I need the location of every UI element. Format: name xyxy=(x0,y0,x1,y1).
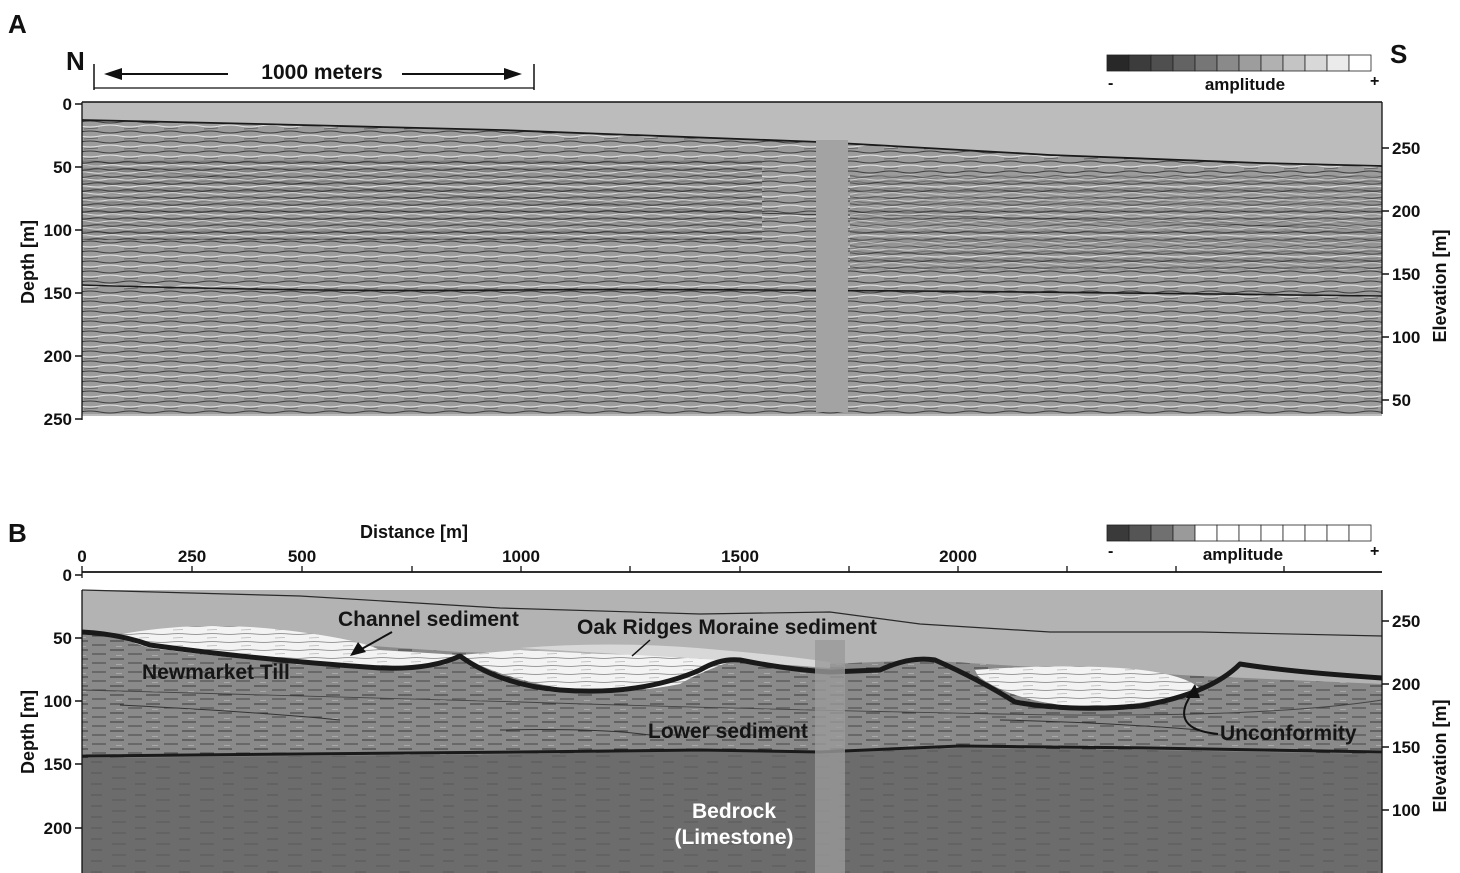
legend-swatch xyxy=(1326,524,1350,542)
annotations: Channel sediment Oak Ridges Moraine sedi… xyxy=(142,608,1357,849)
elevation-tick: 100 xyxy=(1392,328,1420,347)
elevation-tick: 150 xyxy=(1392,265,1420,284)
elevation-tick: 250 xyxy=(1392,139,1420,158)
amplitude-legend-b: - + amplitude xyxy=(1106,524,1379,564)
distance-tick: 2000 xyxy=(939,547,977,566)
amplitude-legend-a: - + amplitude xyxy=(1106,54,1379,94)
depth-tick: 150 xyxy=(44,755,72,774)
depth-axis-a: 0 50 100 150 200 250 Depth [m] xyxy=(18,95,82,429)
legend-minus: - xyxy=(1108,75,1113,92)
elevation-axis-label: Elevation [m] xyxy=(1430,699,1450,812)
legend-swatch xyxy=(1150,54,1174,72)
legend-swatch xyxy=(1172,54,1196,72)
legend-swatch xyxy=(1304,54,1328,72)
legend-swatch xyxy=(1194,524,1218,542)
legend-swatch xyxy=(1150,524,1174,542)
unconformity-label: Unconformity xyxy=(1220,722,1357,745)
distance-tick: 500 xyxy=(288,547,316,566)
elevation-tick: 200 xyxy=(1392,202,1420,221)
distance-axis: 0 250 500 1000 1500 2000 xyxy=(77,547,1382,578)
legend-swatch xyxy=(1128,524,1152,542)
panel-a: A N S 1000 meters - + amplitude xyxy=(8,9,1450,429)
scale-bar-label: 1000 meters xyxy=(261,61,382,84)
elevation-tick: 200 xyxy=(1392,675,1420,694)
elevation-axis-b: 250 200 150 100 Elevation [m] xyxy=(1382,612,1450,820)
seismic-section-a xyxy=(81,101,1383,420)
legend-swatch xyxy=(1348,524,1372,542)
elevation-tick: 250 xyxy=(1392,612,1420,631)
distance-tick: 1000 xyxy=(502,547,540,566)
lower-sediment-label: Lower sediment xyxy=(648,720,808,743)
north-label: N xyxy=(66,46,85,76)
elevation-axis-label: Elevation [m] xyxy=(1430,229,1450,342)
legend-swatch xyxy=(1172,524,1196,542)
legend-swatch xyxy=(1128,54,1152,72)
legend-swatch xyxy=(1260,54,1284,72)
legend-swatch xyxy=(1260,524,1284,542)
depth-tick: 0 xyxy=(63,95,72,114)
depth-tick: 200 xyxy=(44,819,72,838)
depth-axis-label: Depth [m] xyxy=(18,220,38,304)
depth-tick: 0 xyxy=(63,566,72,585)
panel-b-letter: B xyxy=(8,518,27,548)
depth-tick: 250 xyxy=(44,410,72,429)
limestone-label: (Limestone) xyxy=(674,826,793,849)
distance-tick: 1500 xyxy=(721,547,759,566)
legend-label: amplitude xyxy=(1205,75,1285,94)
arrow-icon xyxy=(350,642,366,656)
legend-swatch xyxy=(1282,524,1306,542)
legend-plus: + xyxy=(1370,73,1379,90)
elevation-tick: 100 xyxy=(1392,801,1420,820)
legend-swatch xyxy=(1106,524,1130,542)
depth-axis-b: 0 50 100 150 200 Depth [m] xyxy=(18,566,82,838)
legend-swatch xyxy=(1216,524,1240,542)
legend-minus: - xyxy=(1108,543,1113,560)
depth-tick: 100 xyxy=(44,692,72,711)
panel-b: B Distance [m] 0 250 500 1000 xyxy=(8,518,1450,873)
moraine-sediment-label: Oak Ridges Moraine sediment xyxy=(577,616,877,639)
bedrock-label: Bedrock xyxy=(692,800,776,823)
distance-tick: 0 xyxy=(77,547,86,566)
depth-tick: 150 xyxy=(44,284,72,303)
legend-swatch xyxy=(1326,54,1350,72)
legend-swatch xyxy=(1194,54,1218,72)
legend-swatch xyxy=(1282,54,1306,72)
legend-swatch xyxy=(1348,54,1372,72)
legend-swatch xyxy=(1216,54,1240,72)
elevation-axis-a: 250 200 150 100 50 Elevation [m] xyxy=(1382,139,1450,410)
legend-plus: + xyxy=(1370,543,1379,560)
depth-tick: 100 xyxy=(44,221,72,240)
newmarket-till-label: Newmarket Till xyxy=(142,661,290,684)
legend-swatch xyxy=(1238,54,1262,72)
distance-axis-label: Distance [m] xyxy=(360,522,468,542)
distance-tick: 250 xyxy=(178,547,206,566)
depth-tick: 50 xyxy=(53,629,72,648)
elevation-tick: 150 xyxy=(1392,738,1420,757)
depth-tick: 50 xyxy=(53,158,72,177)
depth-tick: 200 xyxy=(44,347,72,366)
scale-bar: 1000 meters xyxy=(93,61,535,90)
channel-sediment-label: Channel sediment xyxy=(338,608,519,631)
panel-a-letter: A xyxy=(8,9,27,39)
legend-swatch xyxy=(1238,524,1262,542)
legend-swatch xyxy=(1106,54,1130,72)
arrow-icon xyxy=(1186,684,1200,698)
legend-swatch xyxy=(1304,524,1328,542)
legend-label: amplitude xyxy=(1203,545,1283,564)
south-label: S xyxy=(1390,39,1407,69)
elevation-tick: 50 xyxy=(1392,391,1411,410)
depth-axis-label: Depth [m] xyxy=(18,690,38,774)
seismic-section-b xyxy=(81,589,1383,873)
